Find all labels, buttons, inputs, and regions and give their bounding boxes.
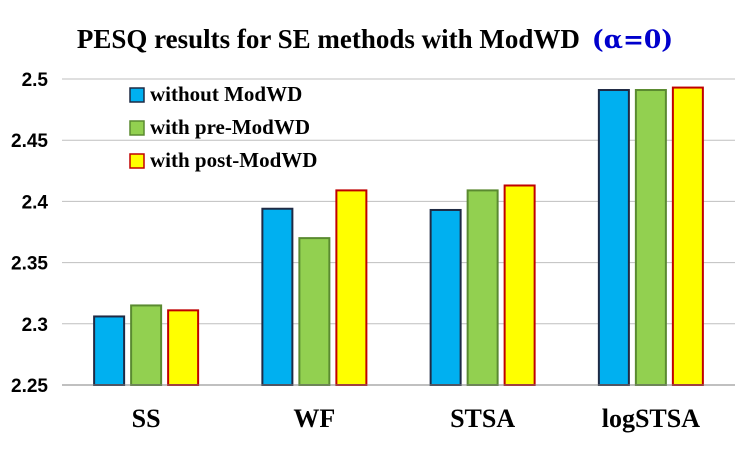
bar-logSTSA-1 bbox=[597, 89, 630, 387]
x-category-label: SS bbox=[132, 404, 161, 433]
bar-STSA-3 bbox=[503, 184, 536, 386]
bar-SS-2 bbox=[130, 304, 163, 386]
chart-title-text: PESQ results for SE methods with ModWD bbox=[77, 24, 580, 54]
y-tick-label: 2.3 bbox=[22, 315, 48, 336]
legend-label: without ModWD bbox=[150, 82, 302, 106]
chart-title: PESQ results for SE methods with ModWD (… bbox=[77, 24, 673, 54]
y-tick-label: 2.5 bbox=[22, 70, 49, 91]
y-tick-label: 2.35 bbox=[11, 254, 48, 275]
bar-logSTSA-2 bbox=[634, 89, 667, 387]
y-tick-label: 2.45 bbox=[11, 131, 48, 152]
bar-WF-3 bbox=[335, 189, 368, 386]
y-tick-label: 2.25 bbox=[11, 376, 48, 397]
bars bbox=[93, 86, 704, 387]
legend-label: with post-ModWD bbox=[150, 148, 317, 172]
x-category-label: WF bbox=[293, 404, 335, 433]
legend-label: with pre-ModWD bbox=[150, 115, 310, 139]
bar-STSA-2 bbox=[466, 189, 499, 386]
legend-swatch bbox=[129, 120, 145, 136]
chart-title-accent: (α=0) bbox=[592, 25, 673, 54]
legend-swatch bbox=[129, 87, 145, 103]
bar-WF-2 bbox=[298, 237, 331, 386]
bar-SS-1 bbox=[93, 315, 126, 386]
bar-WF-1 bbox=[261, 207, 294, 386]
x-category-label: STSA bbox=[450, 404, 515, 433]
legend: without ModWD with pre-ModWD with post-Mod… bbox=[129, 82, 317, 172]
x-category-label: logSTSA bbox=[602, 404, 700, 433]
y-tick-label: 2.4 bbox=[22, 192, 49, 213]
bar-logSTSA-3 bbox=[671, 86, 704, 387]
axes: 2.25 2.3 2.35 2.4 2.45 2.5 SS WF STSA logSTSA bbox=[11, 70, 735, 433]
bar-SS-3 bbox=[167, 309, 200, 386]
bar-STSA-1 bbox=[429, 208, 462, 386]
legend-swatch bbox=[129, 153, 145, 169]
